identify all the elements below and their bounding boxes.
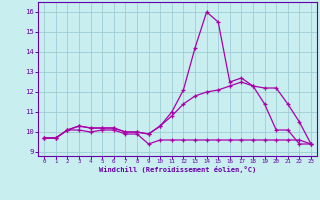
X-axis label: Windchill (Refroidissement éolien,°C): Windchill (Refroidissement éolien,°C) — [99, 166, 256, 173]
